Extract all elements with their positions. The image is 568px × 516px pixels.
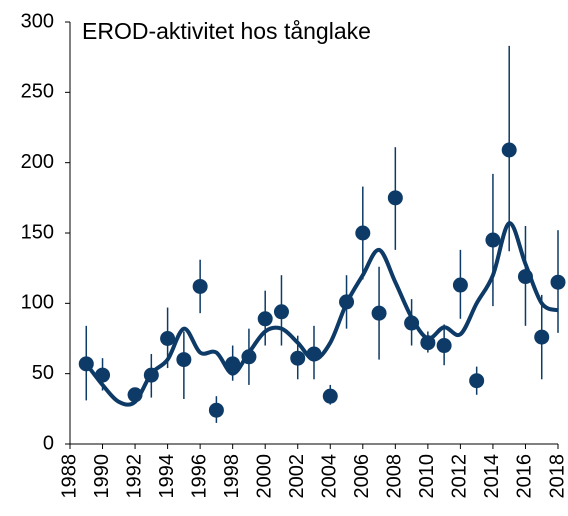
x-tick-label: 2018 bbox=[546, 454, 568, 499]
point bbox=[501, 142, 517, 158]
y-tick-label: 100 bbox=[21, 292, 54, 314]
y-tick-label: 300 bbox=[21, 10, 54, 32]
point bbox=[290, 350, 306, 366]
x-tick-label: 1994 bbox=[156, 454, 178, 499]
point bbox=[322, 388, 338, 404]
point bbox=[534, 329, 550, 345]
x-tick-label: 2006 bbox=[351, 454, 373, 499]
x-tick-label: 2008 bbox=[384, 454, 406, 499]
point bbox=[225, 356, 241, 372]
x-tick-label: 2000 bbox=[253, 454, 275, 499]
x-tick-label: 2016 bbox=[514, 454, 536, 499]
x-tick-label: 1998 bbox=[221, 454, 243, 499]
point bbox=[306, 346, 322, 362]
point bbox=[355, 225, 371, 241]
point bbox=[452, 277, 468, 293]
y-tick-label: 150 bbox=[21, 221, 54, 243]
x-tick-label: 1988 bbox=[58, 454, 80, 499]
y-tick-label: 200 bbox=[21, 151, 54, 173]
point bbox=[339, 294, 355, 310]
point bbox=[371, 305, 387, 321]
point bbox=[78, 356, 94, 372]
y-tick-label: 50 bbox=[32, 362, 54, 384]
point bbox=[517, 269, 533, 285]
point bbox=[143, 367, 159, 383]
point bbox=[485, 232, 501, 248]
point bbox=[160, 331, 176, 346]
point bbox=[469, 373, 485, 389]
point bbox=[208, 402, 224, 418]
point bbox=[420, 335, 436, 351]
x-tick-label: 2002 bbox=[286, 454, 308, 499]
x-tick-label: 2012 bbox=[449, 454, 471, 499]
point bbox=[387, 190, 403, 206]
point bbox=[241, 349, 257, 365]
y-tick-label: 0 bbox=[43, 432, 54, 454]
x-tick-label: 1992 bbox=[123, 454, 145, 499]
x-tick-label: 1990 bbox=[91, 454, 113, 499]
point bbox=[273, 304, 289, 320]
y-tick-label: 250 bbox=[21, 81, 54, 103]
point bbox=[404, 315, 420, 331]
point bbox=[176, 352, 192, 368]
point bbox=[436, 338, 452, 354]
trend-line bbox=[84, 221, 559, 407]
point bbox=[257, 311, 273, 327]
chart-title: EROD-aktivitet hos tånglake bbox=[82, 18, 371, 44]
x-tick-label: 2010 bbox=[416, 454, 438, 499]
point bbox=[127, 387, 143, 403]
x-tick-label: 2014 bbox=[481, 454, 503, 499]
point bbox=[95, 367, 111, 383]
point bbox=[550, 274, 566, 290]
x-tick-label: 2004 bbox=[319, 454, 341, 499]
x-tick-label: 1996 bbox=[188, 454, 210, 499]
point bbox=[192, 278, 208, 294]
